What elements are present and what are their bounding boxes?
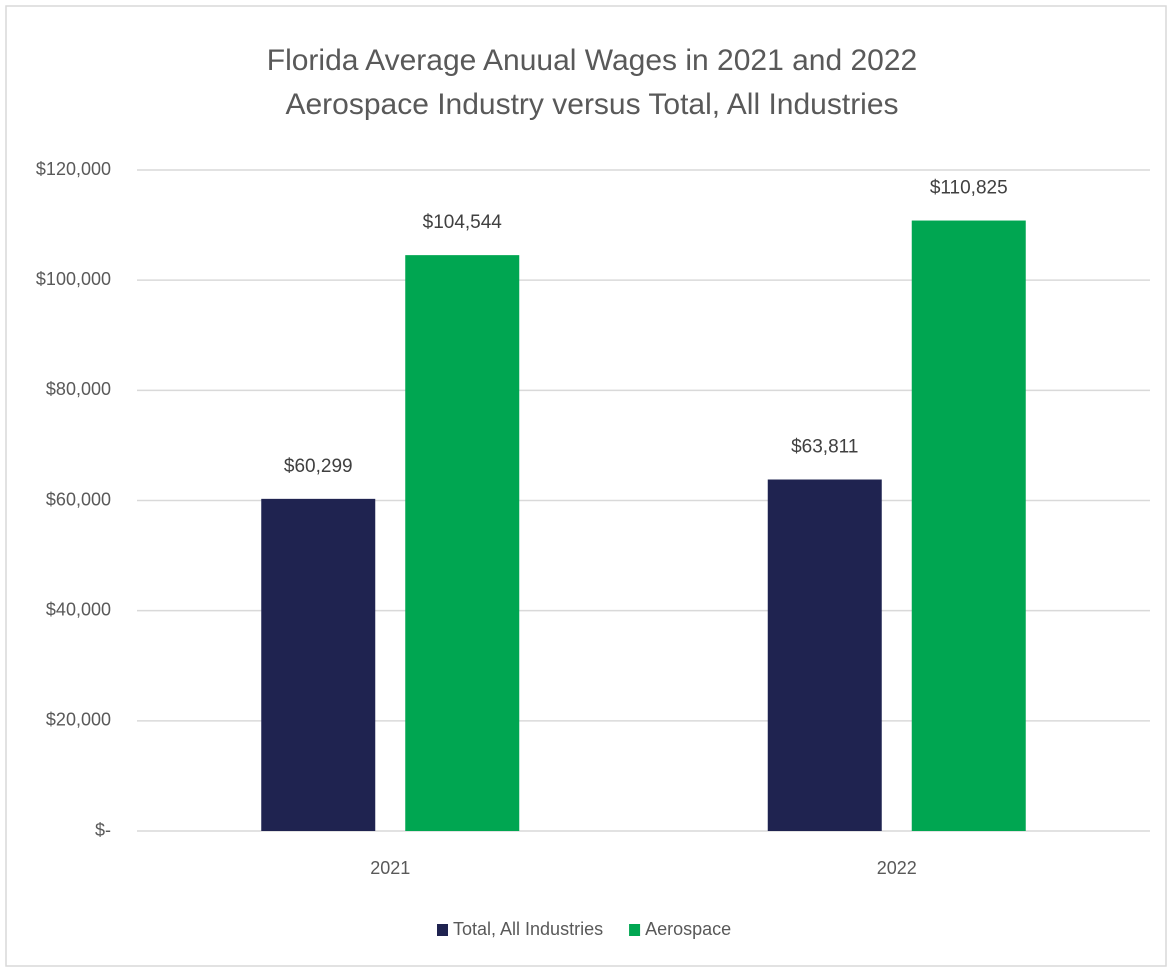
bar xyxy=(767,479,882,831)
y-tick-label: $60,000 xyxy=(46,489,111,509)
legend-label: Aerospace xyxy=(645,919,731,939)
chart-title: Florida Average Anuual Wages in 2021 and… xyxy=(267,44,917,77)
y-tick-label: $120,000 xyxy=(36,159,111,179)
value-label: $110,825 xyxy=(930,178,1008,199)
y-tick-label: $20,000 xyxy=(46,710,111,730)
x-tick-label: 2022 xyxy=(877,858,917,878)
y-tick-label: $100,000 xyxy=(36,269,111,289)
legend-swatch xyxy=(437,924,448,936)
legend-label: Total, All Industries xyxy=(453,919,603,939)
chart-subtitle: Aerospace Industry versus Total, All Ind… xyxy=(285,88,898,121)
x-tick-label: 2021 xyxy=(370,858,410,878)
legend-swatch xyxy=(629,924,641,936)
value-label: $60,299 xyxy=(284,456,353,477)
value-label: $63,811 xyxy=(791,437,858,458)
bar xyxy=(911,220,1026,832)
bar xyxy=(405,255,520,832)
bar xyxy=(261,498,376,831)
y-tick-label: $- xyxy=(95,820,111,840)
y-tick-label: $40,000 xyxy=(46,599,111,619)
y-tick-label: $80,000 xyxy=(46,379,111,399)
value-label: $104,544 xyxy=(423,212,503,233)
